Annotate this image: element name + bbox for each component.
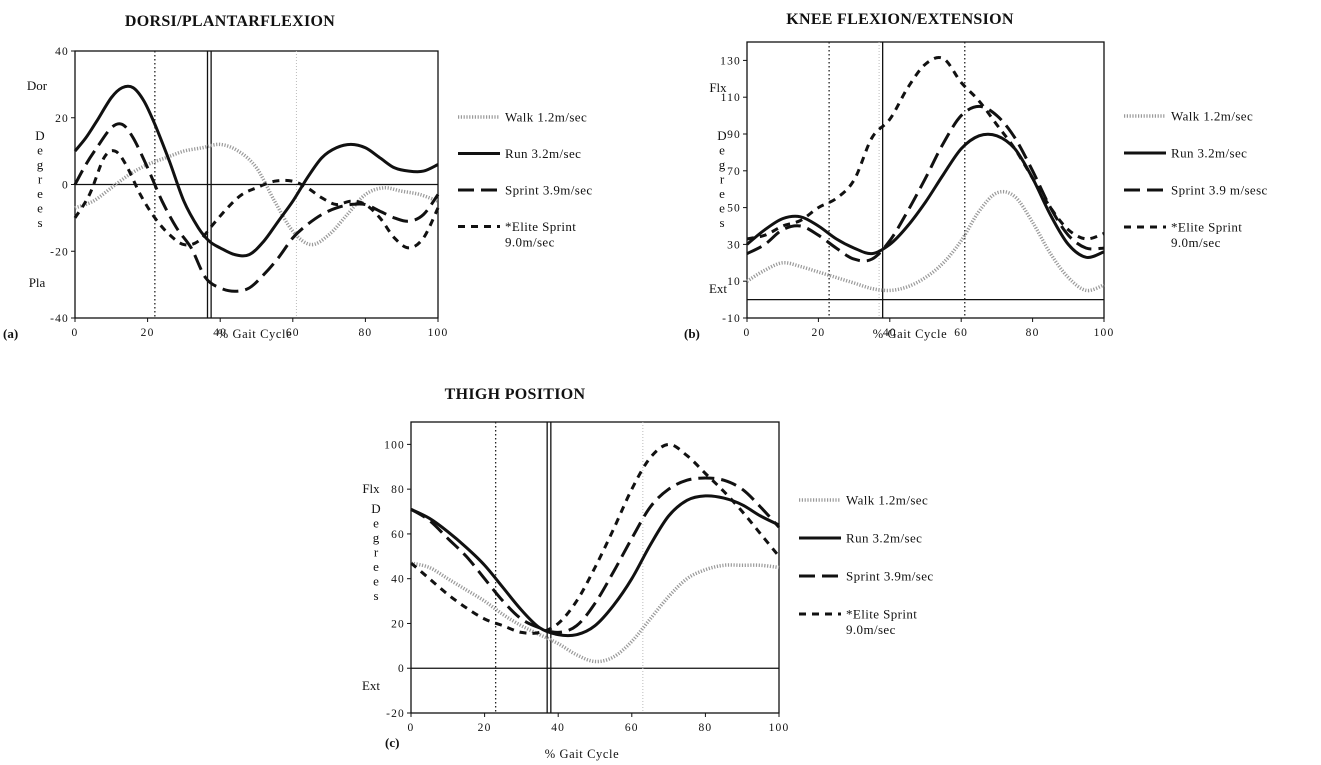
legend-label-sprint: Sprint 3.9m/sec	[505, 183, 593, 198]
x-axis-label: % Gait Cycle	[873, 327, 948, 341]
y-bottom-label: Ext	[709, 281, 727, 296]
legend-label-elite: *Elite Sprint	[846, 607, 917, 622]
legend-label-sprint: Sprint 3.9m/sec	[846, 569, 934, 584]
y-tick-label: 40	[391, 574, 405, 586]
y-tick-label: 10	[727, 276, 741, 288]
y-tick-label: 50	[727, 203, 741, 215]
x-tick-label: 60	[954, 327, 968, 339]
chart-panel-2: KNEE FLEXION/EXTENSION 0 20 40 60 80 100 130 110…	[684, 11, 1268, 341]
series-line-run	[746, 132, 1105, 259]
y-tick-label: 0	[398, 663, 405, 675]
legend: Walk 1.2m/sec Run 3.2m/sec Sprint 3.9m/sec…	[458, 110, 593, 250]
x-axis-label: % Gait Cycle	[218, 327, 293, 341]
y-tick-label: 20	[391, 618, 405, 630]
x-tick-label: 80	[1026, 327, 1040, 339]
x-tick-label: 40	[883, 327, 897, 339]
legend-label-elite-line2: 9.0m/sec	[846, 622, 896, 637]
legend-label-sprint: Sprint 3.9 m/sesc	[1171, 183, 1268, 198]
y-tick-label: 130	[720, 55, 741, 67]
y-tick-label: -10	[722, 313, 741, 325]
series-line-walk	[410, 561, 780, 664]
x-tick-label: 100	[428, 327, 449, 339]
chart-title: DORSI/PLANTARFLEXION	[125, 13, 335, 30]
series-line-walk	[74, 142, 439, 247]
legend: Walk 1.2m/sec Run 3.2m/sec Sprint 3.9 m/se…	[1124, 109, 1268, 250]
y-top-label: Flx	[362, 481, 380, 496]
legend-label-run: Run 3.2m/sec	[846, 531, 922, 546]
chart-title: KNEE FLEXION/EXTENSION	[786, 11, 1014, 28]
y-tick-label: 60	[391, 529, 405, 541]
x-tick-label: 20	[478, 722, 492, 734]
series-line-sprint	[746, 104, 1105, 263]
y-tick-label: -20	[386, 708, 405, 720]
y-top-label: Flx	[709, 80, 727, 95]
chart-panel-1: DORSI/PLANTARFLEXION 0 20 40 60 80 100 40 20 0 -20…	[3, 13, 593, 341]
series-line-elite	[410, 442, 781, 635]
x-tick-label: 60	[286, 327, 300, 339]
legend-label-walk: Walk 1.2m/sec	[1171, 109, 1253, 124]
series-line-sprint	[73, 122, 440, 293]
y-tick-label: -40	[50, 313, 69, 325]
legend-label-walk: Walk 1.2m/sec	[846, 493, 928, 508]
y-tick-label: 30	[727, 239, 741, 251]
series-line-sprint	[410, 476, 781, 634]
legend-label-elite-line2: 9.0m/sec	[1171, 235, 1221, 250]
x-tick-label: 0	[72, 327, 79, 339]
x-tick-label: 80	[698, 722, 712, 734]
x-tick-label: 100	[1094, 327, 1115, 339]
legend-label-run: Run 3.2m/sec	[505, 146, 581, 161]
y-tick-label: 100	[384, 439, 405, 451]
x-tick-label: 60	[625, 722, 639, 734]
y-tick-label: -20	[50, 246, 69, 258]
panel-label: (b)	[684, 326, 700, 341]
y-tick-label: 20	[55, 113, 69, 125]
x-tick-label: 80	[358, 327, 372, 339]
y-bottom-label: Pla	[29, 275, 46, 290]
legend: Walk 1.2m/sec Run 3.2m/sec Sprint 3.9m/sec…	[799, 493, 934, 637]
x-axis-label: % Gait Cycle	[545, 747, 620, 761]
x-tick-label: 20	[811, 327, 825, 339]
x-tick-label: 100	[769, 722, 790, 734]
x-tick-label: 0	[408, 722, 415, 734]
legend-label-elite: *Elite Sprint	[505, 219, 576, 234]
x-tick-label: 20	[141, 327, 155, 339]
legend-label-elite-line2: 9.0m/sec	[505, 235, 555, 250]
y-tick-label: 0	[62, 180, 69, 192]
legend-label-elite: *Elite Sprint	[1171, 220, 1242, 235]
x-tick-label: 40	[551, 722, 565, 734]
series-line-run	[410, 494, 780, 638]
y-tick-label: 80	[391, 484, 405, 496]
legend-label-walk: Walk 1.2m/sec	[505, 110, 587, 125]
plot-frame	[746, 41, 1105, 319]
y-tick-label: 110	[721, 92, 741, 104]
panel-label: (a)	[3, 326, 18, 341]
series-line-elite	[73, 149, 440, 250]
series-line-walk	[746, 189, 1105, 293]
y-bottom-label: Ext	[362, 678, 380, 693]
series-line-run	[73, 84, 439, 258]
y-tick-label: 40	[55, 46, 69, 58]
x-tick-label: 40	[213, 327, 227, 339]
y-tick-label: 70	[727, 166, 741, 178]
panel-label: (c)	[385, 735, 399, 750]
chart-title: THIGH POSITION	[445, 386, 586, 403]
x-tick-label: 0	[744, 327, 751, 339]
legend-label-run: Run 3.2m/sec	[1171, 146, 1247, 161]
y-top-label: Dor	[27, 78, 48, 93]
y-tick-label: 90	[727, 129, 741, 141]
series-line-elite	[746, 55, 1105, 241]
